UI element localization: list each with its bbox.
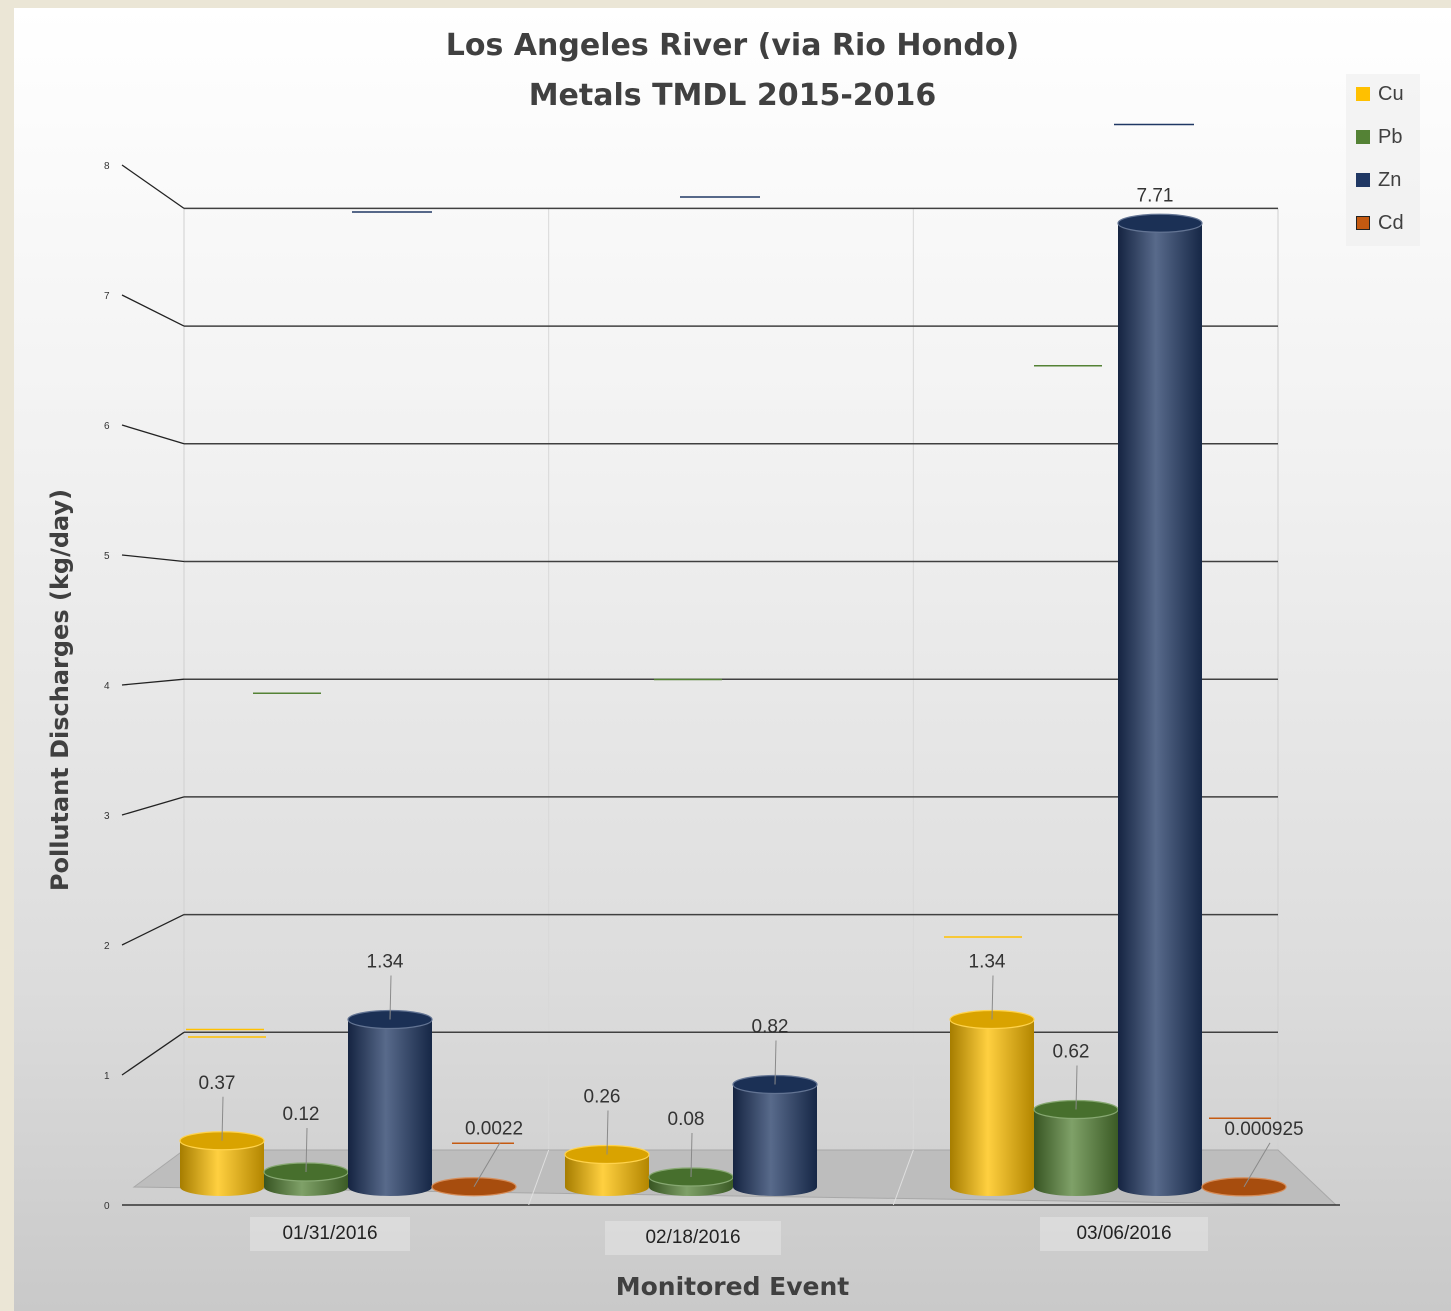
chart-background bbox=[14, 8, 1451, 1311]
gridline-side bbox=[121, 164, 185, 209]
legend-label: Cd bbox=[1378, 211, 1404, 234]
chart-title: Los Angeles River (via Rio Hondo) bbox=[445, 28, 1020, 63]
x-axis-title: Monitored Event bbox=[615, 1272, 850, 1301]
legend-label: Pb bbox=[1378, 125, 1403, 148]
bar-top-zn bbox=[1117, 213, 1203, 233]
gridline-side bbox=[121, 914, 185, 946]
data-label-leader bbox=[774, 1040, 777, 1085]
y-tick-label: 1 bbox=[104, 1071, 110, 1082]
data-label: 0.82 bbox=[752, 1017, 789, 1038]
chart-subtitle: Metals TMDL 2015-2016 bbox=[528, 78, 937, 113]
bar-cu bbox=[950, 1019, 1034, 1196]
data-label: 0.000925 bbox=[1224, 1119, 1303, 1140]
bar-zn bbox=[1118, 223, 1202, 1196]
data-label: 0.26 bbox=[584, 1087, 621, 1108]
legend-item-zn: Zn bbox=[1356, 168, 1401, 192]
data-label: 0.12 bbox=[283, 1104, 320, 1125]
data-label: 1.34 bbox=[367, 952, 404, 973]
data-label-leader bbox=[1243, 1142, 1271, 1188]
chart-legend: Cu Pb Zn Cd bbox=[1346, 74, 1420, 246]
data-label-leader bbox=[1075, 1065, 1078, 1110]
gridline-side bbox=[121, 294, 185, 327]
data-label: 0.08 bbox=[668, 1109, 705, 1130]
bar-cu bbox=[565, 1154, 649, 1196]
floor-divider bbox=[528, 1149, 550, 1206]
x-tick-label: 03/06/2016 bbox=[1040, 1217, 1208, 1251]
legend-item-cd: Cd bbox=[1356, 211, 1404, 235]
y-tick-label: 2 bbox=[104, 941, 110, 952]
legend-swatch bbox=[1356, 173, 1370, 187]
bar-pb bbox=[1034, 1109, 1118, 1196]
y-tick-label: 5 bbox=[104, 551, 110, 562]
data-label: 1.34 bbox=[969, 952, 1006, 973]
data-label-leader bbox=[305, 1127, 308, 1173]
data-label-leader bbox=[473, 1142, 501, 1187]
gridline-side bbox=[121, 678, 185, 686]
gridline-side bbox=[121, 1031, 185, 1076]
data-label-leader bbox=[606, 1110, 609, 1155]
data-label: 0.37 bbox=[199, 1073, 236, 1094]
y-tick-label: 6 bbox=[104, 421, 110, 432]
data-label-leader bbox=[991, 975, 994, 1020]
data-label-leader bbox=[690, 1132, 693, 1178]
y-tick-label: 8 bbox=[104, 161, 110, 172]
gridline-side bbox=[121, 424, 185, 445]
x-tick-label: 01/31/2016 bbox=[250, 1217, 410, 1251]
legend-item-cu: Cu bbox=[1356, 82, 1404, 106]
x-tick-label: 02/18/2016 bbox=[605, 1221, 781, 1255]
data-label-leader bbox=[221, 1096, 224, 1141]
legend-label: Zn bbox=[1378, 168, 1402, 191]
y-axis-title: Pollutant Discharges (kg/day) bbox=[46, 488, 74, 892]
legend-swatch bbox=[1356, 130, 1370, 144]
gridline-side bbox=[121, 554, 185, 563]
data-label-leader bbox=[389, 975, 392, 1020]
legend-label: Cu bbox=[1378, 82, 1404, 105]
legend-swatch bbox=[1356, 216, 1370, 230]
y-tick-label: 7 bbox=[104, 291, 110, 302]
bar-zn bbox=[733, 1084, 817, 1196]
legend-item-pb: Pb bbox=[1356, 125, 1402, 149]
data-label: 0.62 bbox=[1053, 1042, 1090, 1063]
data-label: 7.71 bbox=[1137, 185, 1174, 206]
floor-divider bbox=[892, 1149, 914, 1206]
gridline-side bbox=[121, 796, 185, 816]
y-tick-label: 3 bbox=[104, 811, 110, 822]
data-label: 0.0022 bbox=[465, 1119, 523, 1140]
y-tick-label: 4 bbox=[104, 681, 110, 692]
legend-swatch bbox=[1356, 87, 1370, 101]
y-tick-label: 0 bbox=[104, 1201, 110, 1212]
bar-cu bbox=[180, 1140, 264, 1196]
bar-zn bbox=[348, 1019, 432, 1196]
